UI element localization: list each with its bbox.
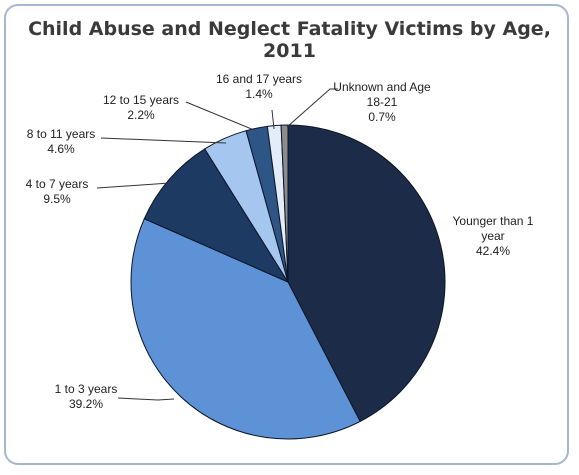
slice-label-6: Unknown and Age 18-21 0.7% [333,80,431,124]
pie-slice-1 [130,218,361,440]
leader-line-3 [100,137,227,144]
leader-line-6 [286,88,338,128]
pie-slice-6 [280,124,289,283]
slice-label-1: 1 to 3 years 39.2% [55,382,118,411]
slice-label-2: 4 to 7 years 9.5% [26,177,89,206]
leader-line-5 [271,109,275,130]
pie-slice-2 [143,148,290,284]
leader-line-2 [96,182,171,189]
leader-line-4 [185,101,255,131]
chart-title: Child Abuse and Neglect Fatality Victims… [28,18,551,62]
slice-label-0: Younger than 1 year 42.4% [453,214,534,258]
pie-slice-0 [287,124,446,423]
slice-label-5: 16 and 17 years 1.4% [216,72,302,101]
slice-label-3: 8 to 11 years 4.6% [27,127,95,156]
slice-label-4: 12 to 15 years 2.2% [103,93,179,122]
leader-line-1 [117,397,175,401]
